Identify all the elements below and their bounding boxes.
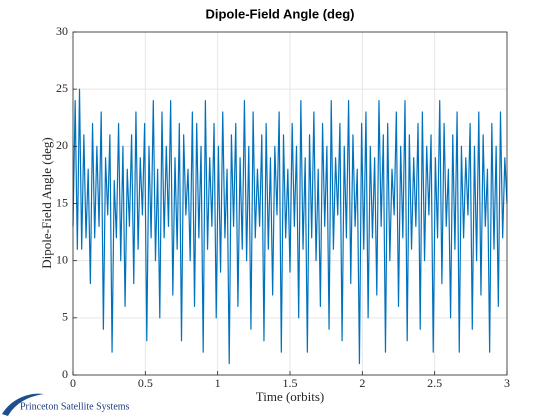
y-tick-label: 5 bbox=[62, 310, 68, 324]
x-tick-label: 0 bbox=[70, 376, 76, 390]
y-axis-label: Dipole-Field Angle (deg) bbox=[39, 137, 54, 268]
x-tick-label: 3 bbox=[504, 376, 510, 390]
y-tick-label: 20 bbox=[56, 138, 68, 152]
lines bbox=[72, 88, 508, 365]
chart-title: Dipole-Field Angle (deg) bbox=[205, 6, 354, 21]
logo bbox=[2, 393, 44, 416]
y-tick-label: 30 bbox=[56, 24, 68, 38]
data-line bbox=[72, 88, 508, 365]
x-axis-label: Time (orbits) bbox=[256, 389, 325, 404]
x-tick-label: 2.5 bbox=[427, 376, 442, 390]
y-tick-label: 10 bbox=[56, 252, 68, 266]
x-tick-label: 1.5 bbox=[283, 376, 298, 390]
y-tick-label: 25 bbox=[56, 81, 68, 95]
y-tick-label: 15 bbox=[56, 195, 68, 209]
footer: Princeton Satellite Systems bbox=[20, 401, 130, 412]
x-tick-label: 1 bbox=[215, 376, 221, 390]
x-tick-label: 0.5 bbox=[138, 376, 153, 390]
y-tick-label: 0 bbox=[62, 367, 68, 381]
x-tick-label: 2 bbox=[359, 376, 365, 390]
